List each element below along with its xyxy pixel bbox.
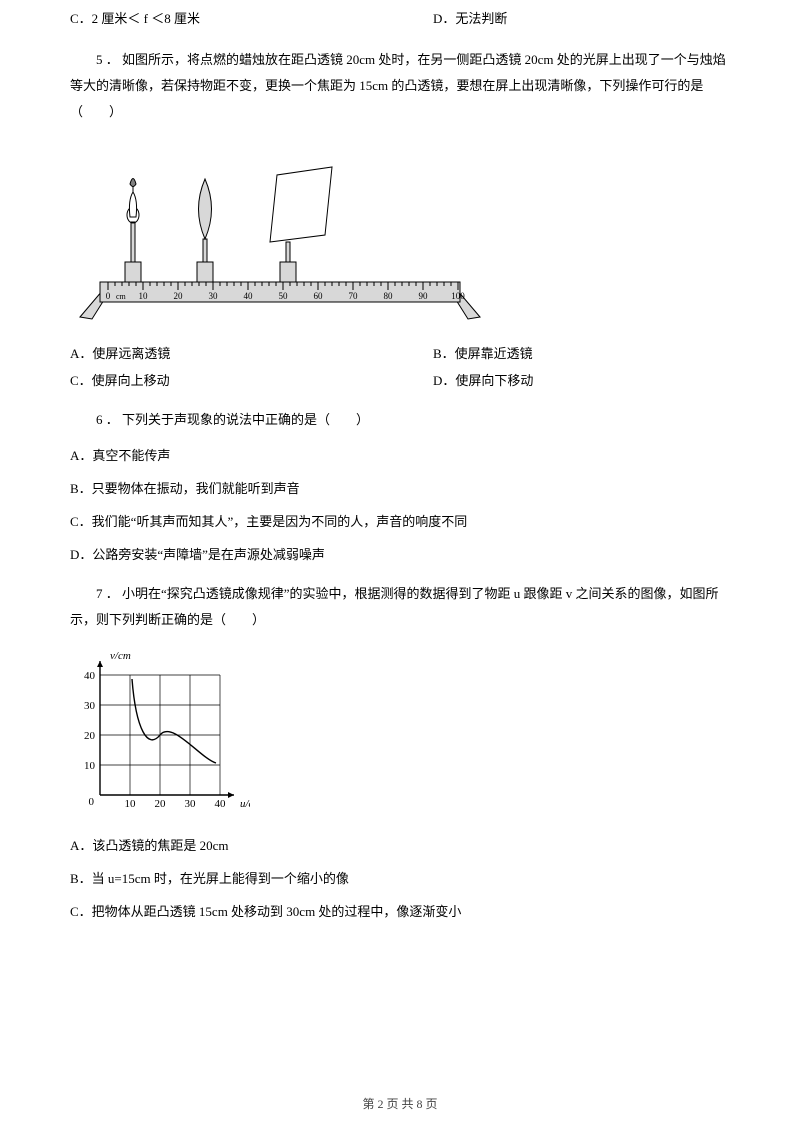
q4-option-d: D．无法判断: [433, 8, 730, 27]
q7-stem: 7 ． 小明在“探究凸透镜成像规律”的实验中，根据测得的数据得到了物距 u 跟像…: [70, 581, 730, 633]
svg-text:100: 100: [451, 291, 465, 301]
svg-text:80: 80: [384, 291, 394, 301]
q5-stem: 5 ． 如图所示，将点燃的蜡烛放在距凸透镜 20cm 处时，在另一侧距凸透镜 2…: [70, 47, 730, 125]
q6-option-d: D．公路旁安装“声障墙”是在声源处减弱噪声: [70, 544, 730, 563]
q7-option-c: C．把物体从距凸透镜 15cm 处移动到 30cm 处的过程中，像逐渐变小: [70, 901, 730, 920]
q5-figure: 0 10 20 30 40 50 60 70 80 90 100 cm: [70, 147, 730, 331]
q5-number: 5 ．: [96, 52, 119, 67]
svg-text:30: 30: [209, 291, 219, 301]
svg-text:40: 40: [84, 670, 96, 682]
q6-text: 下列关于声现象的说法中正确的是（ ）: [122, 412, 369, 427]
svg-text:10: 10: [139, 291, 149, 301]
q6-option-b: B．只要物体在振动，我们就能听到声音: [70, 478, 730, 497]
svg-text:40: 40: [215, 798, 227, 810]
page-footer: 第 2 页 共 8 页: [0, 1095, 800, 1112]
q5-text: 如图所示，将点燃的蜡烛放在距凸透镜 20cm 处时，在另一侧距凸透镜 20cm …: [70, 52, 726, 119]
footer-post: 页: [423, 1097, 438, 1111]
q4-option-c: C．2 厘米＜ f ＜8 厘米: [70, 8, 433, 27]
svg-text:90: 90: [419, 291, 429, 301]
svg-text:10: 10: [84, 760, 96, 772]
svg-text:70: 70: [349, 291, 359, 301]
svg-text:10: 10: [125, 798, 137, 810]
q7-option-b: B．当 u=15cm 时，在光屏上能得到一个缩小的像: [70, 868, 730, 887]
q7-chart: 0 10 10 20 20 30 30 40 40 u/cm v/cm: [70, 645, 730, 819]
q5-option-b: B．使屏靠近透镜: [433, 343, 730, 362]
q6-number: 6 ．: [96, 412, 119, 427]
q6-option-c: C．我们能“听其声而知其人”，主要是因为不同的人，声音的响度不同: [70, 511, 730, 530]
q6-option-a: A．真空不能传声: [70, 445, 730, 464]
footer-mid: 页 共: [383, 1097, 416, 1111]
svg-text:cm: cm: [116, 292, 127, 301]
svg-text:60: 60: [314, 291, 324, 301]
svg-text:40: 40: [244, 291, 254, 301]
svg-text:0: 0: [89, 796, 95, 808]
svg-text:30: 30: [185, 798, 197, 810]
q5-option-d: D．使屏向下移动: [433, 370, 730, 389]
q7-option-a: A．该凸透镜的焦距是 20cm: [70, 835, 730, 854]
svg-text:u/cm: u/cm: [240, 798, 250, 810]
q7-number: 7 ．: [96, 586, 119, 601]
q7-text: 小明在“探究凸透镜成像规律”的实验中，根据测得的数据得到了物距 u 跟像距 v …: [70, 586, 719, 627]
svg-text:0: 0: [106, 291, 111, 301]
svg-text:30: 30: [84, 700, 96, 712]
footer-pre: 第: [362, 1097, 377, 1111]
q5-option-c: C．使屏向上移动: [70, 370, 433, 389]
q6-stem: 6 ． 下列关于声现象的说法中正确的是（ ）: [70, 407, 730, 433]
svg-text:20: 20: [174, 291, 184, 301]
svg-text:20: 20: [84, 730, 96, 742]
svg-text:20: 20: [155, 798, 167, 810]
q5-option-a: A．使屏远离透镜: [70, 343, 433, 362]
svg-text:v/cm: v/cm: [110, 650, 131, 662]
svg-text:50: 50: [279, 291, 289, 301]
